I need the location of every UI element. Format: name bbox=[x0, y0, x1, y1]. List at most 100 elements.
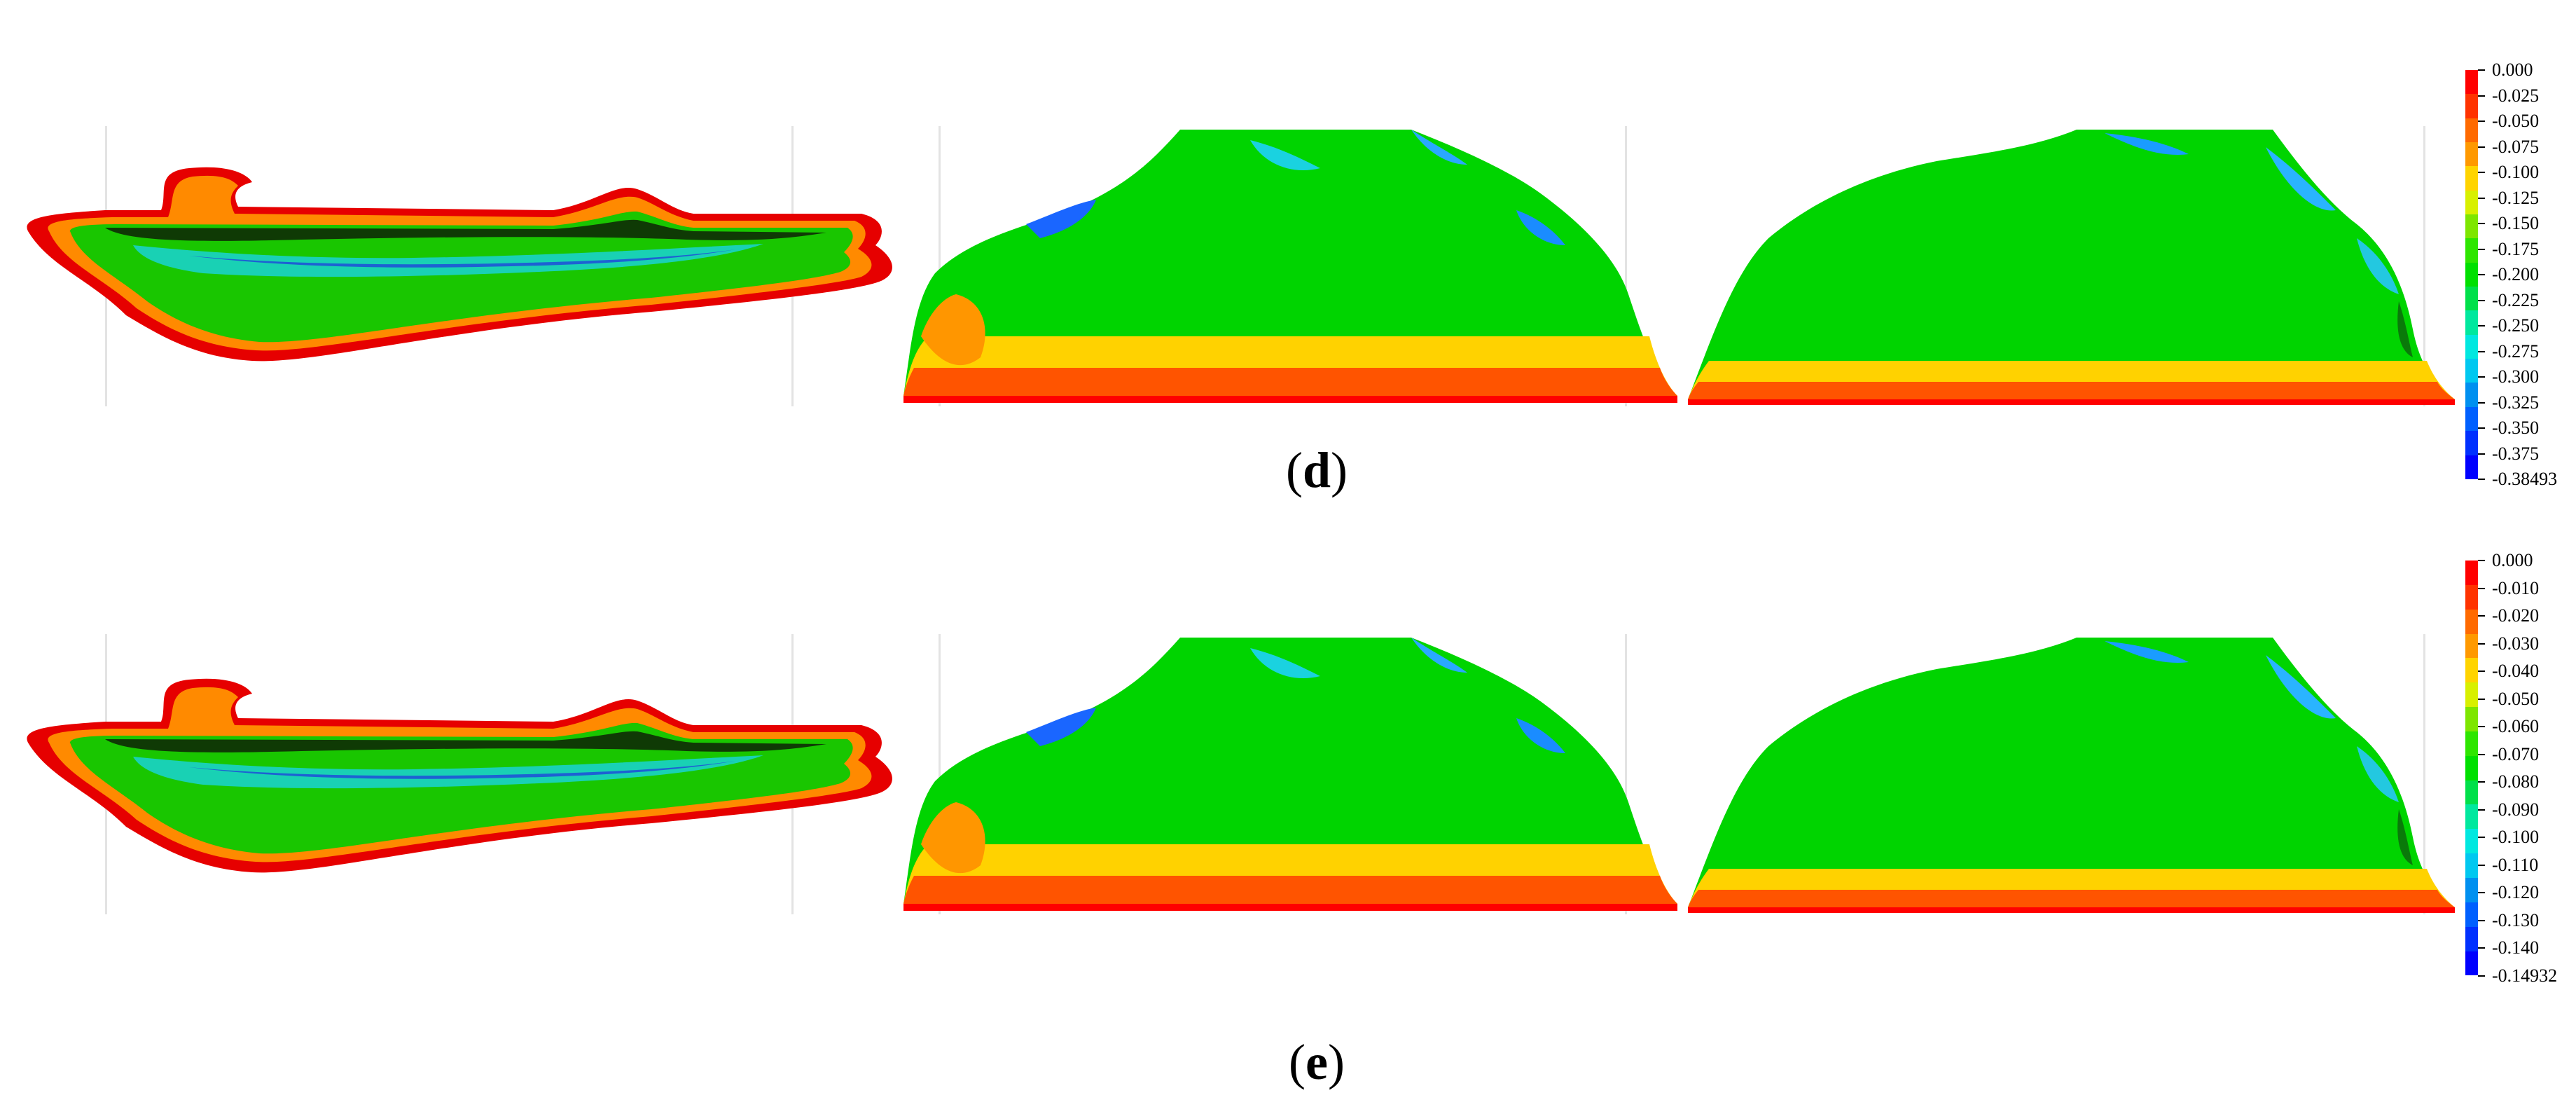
gridline bbox=[939, 126, 941, 406]
colorbar-segment bbox=[2465, 633, 2478, 659]
legend-label: -0.070 bbox=[2492, 743, 2540, 764]
colorbar-segment bbox=[2465, 359, 2478, 383]
legend-tick bbox=[2478, 69, 2485, 71]
colorbar-segment bbox=[2465, 142, 2478, 167]
legend-tick bbox=[2478, 864, 2485, 866]
legend-label: -0.050 bbox=[2492, 111, 2540, 131]
legend-tick bbox=[2478, 615, 2485, 617]
legend-tick bbox=[2478, 274, 2485, 275]
legend-tick bbox=[2478, 837, 2485, 838]
legend-tick bbox=[2478, 947, 2485, 949]
gridline bbox=[1625, 634, 1627, 914]
colorbar-segment bbox=[2465, 287, 2478, 311]
legend-label: -0.375 bbox=[2492, 443, 2540, 464]
colorbar-segment bbox=[2465, 455, 2478, 479]
legend-tick bbox=[2478, 642, 2485, 645]
legend-label: -0.250 bbox=[2492, 315, 2540, 336]
legend-tick bbox=[2478, 753, 2485, 755]
gridline bbox=[2423, 634, 2425, 914]
colorbar-segment bbox=[2465, 926, 2478, 951]
colorbar-segment bbox=[2465, 658, 2478, 683]
legend-tick bbox=[2478, 401, 2485, 404]
colorbar-segment bbox=[2465, 584, 2478, 610]
colorbar-segment bbox=[2465, 829, 2478, 854]
legend-tick bbox=[2478, 146, 2485, 148]
legend-tick bbox=[2478, 376, 2485, 378]
legend-tick bbox=[2478, 671, 2485, 672]
legend-label: -0.150 bbox=[2492, 213, 2540, 233]
legend-label: -0.14932 bbox=[2492, 965, 2558, 986]
colorbar-segment bbox=[2465, 804, 2478, 830]
legend-label: -0.38493 bbox=[2492, 469, 2558, 489]
legend-label: -0.175 bbox=[2492, 238, 2540, 259]
legend-label: 0.000 bbox=[2492, 550, 2533, 570]
front-view-mesh bbox=[903, 638, 1677, 911]
colorbar-segment bbox=[2465, 406, 2478, 432]
legend-label: -0.350 bbox=[2492, 418, 2540, 438]
colorbar-segment bbox=[2465, 561, 2478, 585]
colorbar-segment bbox=[2465, 877, 2478, 902]
legend-tick bbox=[2478, 809, 2485, 811]
legend-label: -0.125 bbox=[2492, 187, 2540, 208]
legend-tick bbox=[2478, 919, 2485, 921]
panel-d: (d) 0.000 -0.025 -0.050 -0.075 -0.100 -0.125 -… bbox=[27, 61, 2558, 495]
legend-label: -0.060 bbox=[2492, 716, 2540, 736]
legend-tick bbox=[2478, 95, 2485, 97]
legend-tick bbox=[2478, 350, 2485, 352]
panel-caption: (e) bbox=[1289, 1034, 1345, 1090]
colorbar-segment bbox=[2465, 431, 2478, 455]
legend-tick bbox=[2478, 892, 2485, 893]
legend-label: -0.225 bbox=[2492, 289, 2540, 310]
legend-label: -0.090 bbox=[2492, 799, 2540, 820]
colorbar-segment bbox=[2465, 334, 2478, 359]
colorbar-segment bbox=[2465, 951, 2478, 976]
colorbar-segment bbox=[2465, 166, 2478, 191]
legend-label: -0.080 bbox=[2492, 771, 2540, 792]
colorbar-segment bbox=[2465, 731, 2478, 756]
legend-label: -0.110 bbox=[2492, 854, 2539, 875]
top-view-mesh bbox=[27, 678, 892, 873]
side-view-mesh bbox=[1688, 130, 2455, 405]
colorbar bbox=[2465, 70, 2478, 479]
colorbar-segment bbox=[2465, 310, 2478, 335]
colorbar-segment bbox=[2465, 94, 2478, 118]
legend-tick bbox=[2478, 726, 2485, 727]
colorbar-segment bbox=[2465, 707, 2478, 731]
legend-label: -0.275 bbox=[2492, 341, 2540, 362]
side-view-mesh bbox=[1688, 638, 2455, 913]
colorbar bbox=[2465, 561, 2478, 976]
colorbar-segment bbox=[2465, 780, 2478, 805]
front-view-mesh bbox=[903, 130, 1677, 403]
legend-label: -0.020 bbox=[2492, 605, 2540, 626]
colorbar-segment bbox=[2465, 902, 2478, 927]
top-view-mesh bbox=[27, 167, 892, 362]
legend-tick bbox=[2478, 427, 2485, 429]
legend-label: -0.010 bbox=[2492, 577, 2540, 598]
legend-tick bbox=[2478, 975, 2485, 977]
colorbar-segment bbox=[2465, 755, 2478, 781]
legend-tick bbox=[2478, 698, 2485, 700]
legend-label: -0.100 bbox=[2492, 827, 2540, 847]
legend-tick bbox=[2478, 299, 2485, 301]
legend-tick bbox=[2478, 172, 2485, 173]
panel-e: (e) 0.000 -0.010 -0.020 -0.030 -0.040 -0.050 -… bbox=[0, 551, 2576, 1114]
colorbar-segment bbox=[2465, 609, 2478, 634]
gridline bbox=[1625, 126, 1627, 406]
legend-tick bbox=[2478, 248, 2485, 250]
legend-tick bbox=[2478, 453, 2485, 455]
colorbar-segment bbox=[2465, 190, 2478, 215]
colorbar-segment bbox=[2465, 214, 2478, 239]
legend-label: -0.200 bbox=[2492, 264, 2540, 284]
legend-label: -0.130 bbox=[2492, 909, 2540, 930]
colorbar-segment bbox=[2465, 238, 2478, 263]
legend-label: -0.325 bbox=[2492, 392, 2540, 413]
legend-tick bbox=[2478, 223, 2485, 224]
legend-tick bbox=[2478, 479, 2485, 480]
legend-tick bbox=[2478, 560, 2485, 561]
colorbar-segment bbox=[2465, 853, 2478, 878]
colorbar-segment bbox=[2465, 262, 2478, 287]
legend-label: -0.120 bbox=[2492, 882, 2540, 902]
colorbar-segment bbox=[2465, 383, 2478, 407]
colorbar-segment bbox=[2465, 682, 2478, 708]
legend-tick bbox=[2478, 325, 2485, 326]
